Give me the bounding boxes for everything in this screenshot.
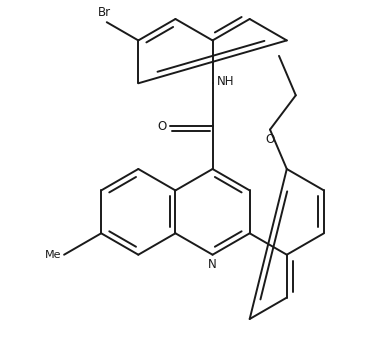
Text: N: N xyxy=(208,258,217,271)
Text: O: O xyxy=(157,120,166,132)
Text: Me: Me xyxy=(45,250,61,260)
Text: Br: Br xyxy=(98,6,111,19)
Text: NH: NH xyxy=(217,75,234,88)
Text: O: O xyxy=(265,133,275,146)
